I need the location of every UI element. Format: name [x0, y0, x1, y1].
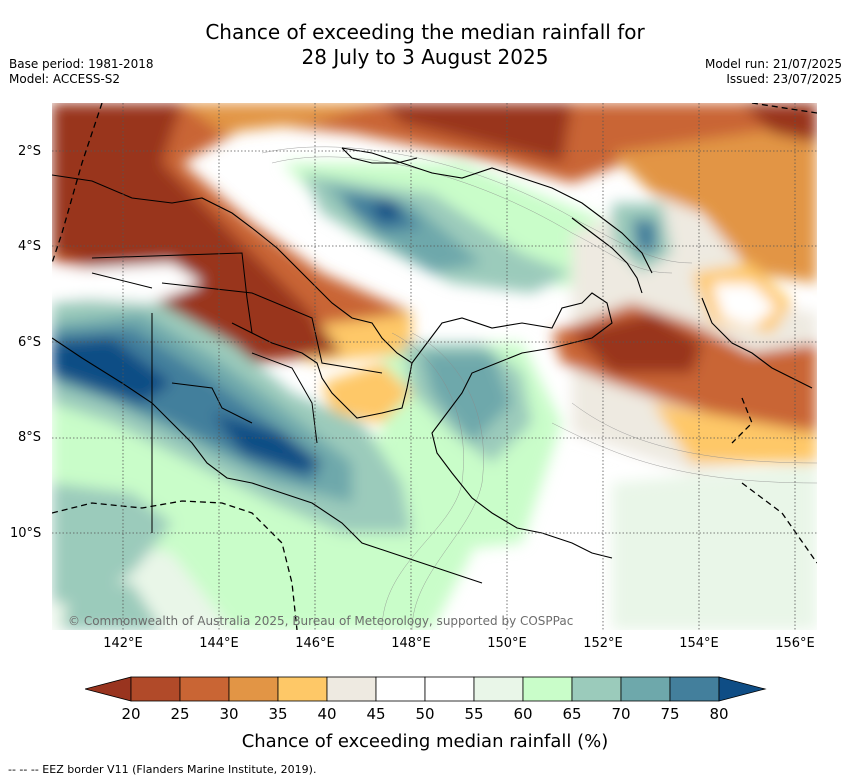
colorbar-high-arrow — [718, 676, 767, 702]
colorbar-tick-label: 25 — [170, 705, 190, 723]
colorbar-cell — [277, 676, 328, 702]
colorbar-tick-label: 80 — [709, 705, 729, 723]
eez-footnote: -- -- -- EEZ border V11 (Flanders Marine… — [8, 763, 317, 776]
colorbar-tick-label: 70 — [611, 705, 631, 723]
colorbar-cell — [228, 676, 279, 702]
colorbar-cell — [326, 676, 377, 702]
colorbar-cell — [620, 676, 671, 702]
colorbar-tick-label: 20 — [121, 705, 141, 723]
lon-label-150e: 150°E — [487, 636, 527, 651]
issued-date: Issued: 23/07/2025 — [726, 72, 842, 86]
coastlines — [52, 147, 813, 584]
title-line-1: Chance of exceeding the median rainfall … — [205, 20, 645, 44]
model-name: Model: ACCESS-S2 — [9, 72, 121, 86]
colorbar-cell — [522, 676, 573, 702]
colorbar-cell — [669, 676, 720, 702]
map-canvas — [52, 103, 817, 630]
right-metadata: Model run: 21/07/2025 Issued: 23/07/2025 — [705, 57, 842, 87]
lon-label-144e: 144°E — [199, 636, 239, 651]
lon-label-148e: 148°E — [391, 636, 431, 651]
colorbar-cell — [571, 676, 622, 702]
probability-field — [52, 103, 817, 630]
lon-label-154e: 154°E — [679, 636, 719, 651]
map-title: Chance of exceeding the median rainfall … — [0, 20, 850, 70]
colorbar-tick-label: 40 — [317, 705, 337, 723]
colorbar-tick-label: 75 — [660, 705, 680, 723]
lat-label-4s: 4°S — [18, 239, 42, 254]
lon-label-142e: 142°E — [103, 636, 143, 651]
colorbar-graphic — [83, 676, 767, 702]
gridlines — [52, 103, 817, 630]
colorbar-tick-label: 60 — [513, 705, 533, 723]
colorbar-tick-label: 35 — [268, 705, 288, 723]
colorbar-cell — [130, 676, 181, 702]
lat-label-2s: 2°S — [18, 144, 42, 159]
colorbar-tick-label: 30 — [219, 705, 239, 723]
lat-label-10s: 10°S — [10, 526, 42, 541]
colorbar-tick-label: 45 — [366, 705, 386, 723]
colorbar-low-arrow — [83, 676, 132, 702]
base-period: Base period: 1981-2018 — [9, 57, 154, 71]
lat-label-8s: 8°S — [18, 430, 42, 445]
lat-label-6s: 6°S — [18, 335, 42, 350]
colorbar-cell — [375, 676, 426, 702]
lon-label-152e: 152°E — [583, 636, 623, 651]
colorbar-tick-label: 50 — [415, 705, 435, 723]
lon-label-156e: 156°E — [775, 636, 815, 651]
colorbar-cell — [424, 676, 475, 702]
colorbar-label: Chance of exceeding median rainfall (%) — [241, 731, 609, 752]
model-run: Model run: 21/07/2025 — [704, 57, 842, 71]
colorbar-cell — [179, 676, 230, 702]
title-line-2: 28 July to 3 August 2025 — [301, 45, 549, 69]
rainfall-map — [52, 103, 817, 630]
eez-borders — [52, 103, 817, 630]
colorbar-cell — [473, 676, 524, 702]
colorbar-tick-label: 65 — [562, 705, 582, 723]
copyright-notice: © Commonwealth of Australia 2025, Bureau… — [68, 614, 574, 628]
colorbar-tick-label: 55 — [464, 705, 484, 723]
lon-label-146e: 146°E — [295, 636, 335, 651]
left-metadata: Base period: 1981-2018 Model: ACCESS-S2 — [9, 57, 154, 87]
borders — [91, 252, 383, 533]
colorbar — [83, 675, 767, 707]
colorbar-cells — [130, 676, 720, 702]
